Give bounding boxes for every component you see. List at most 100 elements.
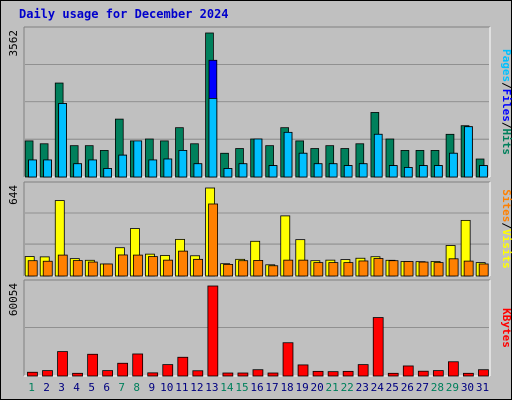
kbytes-bar-kbytes-day-13-fill [207,285,219,377]
visits-sites-bar-sites-day-20-fill [313,262,324,277]
kbytes-bar-kbytes-day-24-fill [372,317,384,377]
visits-sites-bar-sites-day-11 [178,250,188,277]
visits-sites-bar-sites-day-19 [298,259,309,277]
x-tick-label-day-10: 10 [160,381,173,394]
kbytes-bar-kbytes-day-12 [192,370,204,377]
hits-files-pages-bar-pages-day-12-fill [193,163,203,178]
hits-files-pages-bar-pages-day-8 [133,140,143,178]
kbytes-bar-kbytes-day-31-fill [478,369,489,377]
kbytes-bar-kbytes-day-15 [237,372,249,377]
visits-sites-bar-sites-day-31-fill [478,263,489,277]
hits-files-pages-bar-pages-day-14-fill [223,168,233,178]
hits-files-pages-legend-hits: Hits [500,129,512,156]
hits-files-pages-bar-pages-day-30 [464,126,473,178]
kbytes-bar-kbytes-day-8-fill [132,353,144,377]
kbytes-plot-area [24,280,490,376]
visits-sites-bar-sites-day-12-fill [193,258,203,277]
hits-files-pages-bar-pages-day-23 [358,163,368,178]
visits-sites-bar-sites-day-22-fill [343,262,354,277]
hits-files-pages-bar-pages-day-28-fill [434,165,443,178]
visits-sites-bar-sites-day-1-fill [27,260,38,277]
visits-sites-bar-sites-day-5-fill [87,261,98,277]
hits-files-pages-bar-pages-day-15 [238,163,248,178]
x-tick-label-day-22: 22 [341,381,354,394]
visits-sites-bar-sites-day-28 [433,262,444,277]
hits-files-pages-bar-pages-day-7-fill [118,154,128,178]
visits-sites-bar-sites-day-29 [448,258,459,277]
x-tick-label-day-15: 15 [235,381,248,394]
kbytes-bar-kbytes-day-7-fill [117,362,129,377]
kbytes-bar-kbytes-day-25 [387,372,399,377]
visits-sites-bar-sites-day-5 [87,261,98,277]
hits-files-pages-bar-pages-day-6 [103,168,112,178]
visits-sites-bar-sites-day-21-fill [328,262,339,277]
kbytes-bar-kbytes-day-3 [57,351,68,377]
visits-sites-bar-sites-day-28-fill [433,262,444,277]
hits-files-pages-bar-pages-day-13-fill [208,98,218,178]
x-tick-label-day-11: 11 [175,381,188,394]
kbytes-bar-kbytes-day-9-fill [147,372,159,377]
kbytes-bar-kbytes-day-5 [87,353,98,377]
visits-sites-legend-visits: Visits [500,229,512,269]
hits-files-pages-bar-pages-day-18 [283,131,293,178]
visits-sites-legend-separator: / [500,222,512,229]
hits-files-pages-bar-pages-day-11-fill [178,150,188,178]
hits-files-pages-bar-pages-day-21 [328,163,338,178]
visits-sites-bar-sites-day-8 [133,254,143,277]
x-tick-label-day-8: 8 [133,381,140,394]
visits-sites-bar-sites-day-15 [238,260,249,277]
kbytes-bar-kbytes-day-10-fill [162,364,174,377]
visits-sites-bar-sites-day-11-fill [178,250,188,277]
hits-files-pages-bar-pages-day-24-fill [373,133,383,178]
kbytes-bar-kbytes-day-14 [222,372,234,377]
x-tick-label-day-30: 30 [461,381,474,394]
visits-sites-bar-sites-day-23 [358,260,369,277]
hits-files-pages-bar-pages-day-25 [388,165,398,178]
x-tick-label-day-29: 29 [446,381,459,394]
kbytes-bar-kbytes-day-17 [267,372,279,377]
visits-sites-bar-sites-day-3 [57,254,68,277]
visits-sites-bar-sites-day-7-fill [117,254,128,277]
hits-files-pages-bar-pages-day-1 [28,159,37,178]
visits-sites-bar-sites-day-24-fill [373,258,384,277]
hits-files-pages-bar-pages-day-22 [343,165,353,178]
visits-sites-bar-sites-day-17-fill [268,265,279,277]
hits-files-pages-ymax-label: 3562 [7,30,20,57]
visits-sites-bar-sites-day-15-fill [238,260,249,277]
x-tick-label-day-26: 26 [401,381,414,394]
hits-files-pages-bar-pages-day-2-fill [43,159,52,178]
hits-files-pages-bar-pages-day-17 [268,165,278,178]
kbytes-bar-kbytes-day-30-fill [463,372,474,377]
x-tick-label-day-9: 9 [148,381,155,394]
hits-files-pages-bar-pages-day-4-fill [73,163,82,178]
x-tick-label-day-20: 20 [311,381,324,394]
hits-files-pages-bar-pages-day-20 [313,163,323,178]
visits-sites-bar-sites-day-1 [27,260,38,277]
hits-files-pages-bar-pages-day-31 [479,165,488,178]
hits-files-pages-bar-pages-day-29 [449,152,458,178]
hits-files-pages-legend: Pages/Files/Hits [500,49,512,155]
x-tick-label-day-2: 2 [43,381,50,394]
visits-sites-bar-sites-day-13 [208,203,219,277]
hits-files-pages-bar-pages-day-3-fill [58,103,67,178]
visits-sites-bar-sites-day-18-fill [283,259,294,277]
kbytes-bar-kbytes-day-1 [27,371,38,377]
x-tick-label-day-13: 13 [205,381,218,394]
visits-sites-bar-sites-day-25-fill [388,260,399,277]
x-tick-label-day-23: 23 [356,381,369,394]
kbytes-bar-kbytes-day-22 [342,370,354,377]
kbytes-bar-kbytes-day-28 [432,370,444,377]
kbytes-bar-kbytes-day-28-fill [432,370,444,377]
hits-files-pages-bar-pages-day-17-fill [268,165,278,178]
kbytes-bar-kbytes-day-7 [117,362,129,377]
hits-files-pages-bar-pages-day-30-fill [464,126,473,178]
x-tick-label-day-18: 18 [280,381,293,394]
hits-files-pages-bar-pages-day-10-fill [163,158,173,178]
hits-files-pages-legend-separator: / [500,82,512,89]
kbytes-bar-kbytes-day-26 [402,365,414,377]
x-tick-label-day-6: 6 [103,381,110,394]
hits-files-pages-bar-pages-day-11 [178,150,188,178]
chart-title: Daily usage for December 2024 [19,7,229,21]
visits-sites-bar-sites-day-30-fill [463,260,474,277]
